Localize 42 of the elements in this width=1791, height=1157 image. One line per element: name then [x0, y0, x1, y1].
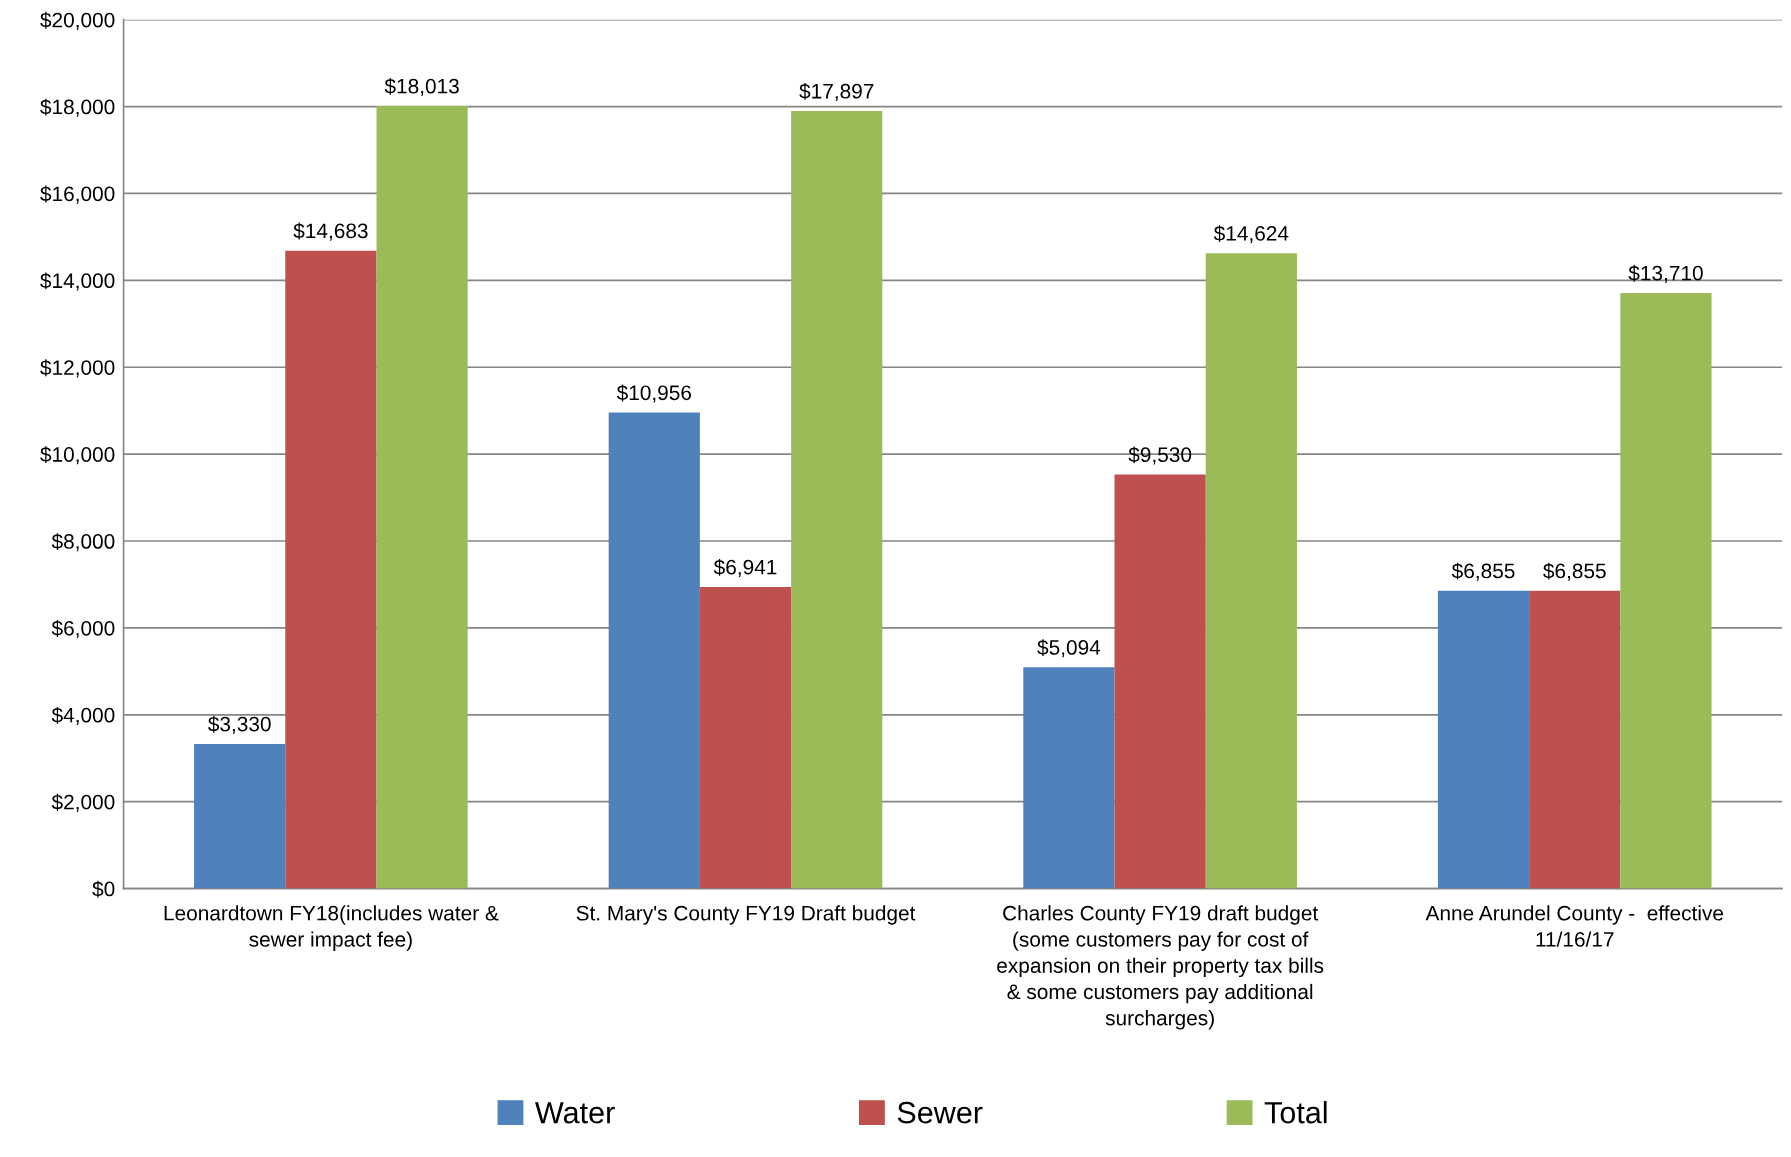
bar [194, 743, 286, 889]
legend-label: Sewer [897, 1101, 983, 1124]
x-tick-label: St. Mary's County FY19 Draft budget [576, 905, 916, 925]
bar [791, 111, 883, 889]
data-label: $6,855 [1451, 562, 1515, 581]
y-tick-label: $12,000 [40, 359, 115, 378]
legend-label: Water [535, 1102, 615, 1124]
y-tick-label: $2,000 [51, 793, 115, 812]
bar [1023, 667, 1115, 889]
data-label: $13,710 [1628, 264, 1703, 283]
bar [1437, 590, 1530, 889]
bar [608, 412, 700, 889]
y-tick-label: $0 [92, 880, 115, 898]
bar [376, 105, 468, 889]
data-label: $5,094 [1037, 639, 1101, 658]
y-tick-label: $16,000 [40, 185, 115, 204]
data-label: $14,624 [1213, 225, 1289, 244]
x-tick-label: Anne Arundel County - effective 11/16/17 [1425, 905, 1724, 947]
bar [1114, 474, 1206, 889]
bar [1620, 292, 1712, 889]
bar [1529, 590, 1621, 889]
data-label: $10,956 [616, 384, 692, 403]
y-tick-label: $8,000 [51, 533, 115, 552]
bar [1205, 253, 1297, 889]
data-label: $6,855 [1543, 562, 1606, 581]
legend-label: Total [1264, 1101, 1327, 1124]
bar [285, 250, 377, 889]
y-tick-label: $4,000 [51, 706, 115, 726]
y-tick-label: $6,000 [51, 620, 115, 639]
y-tick-label: $10,000 [40, 446, 115, 465]
data-label: $9,530 [1128, 446, 1192, 465]
x-tick-label: Charles County FY19 draft budget (some customers pay for cost of expansion on their property tax bills & some customers pay additional surcharges) [997, 905, 1324, 1030]
y-tick-label: $18,000 [40, 98, 115, 117]
x-tick-label: Leonardtown FY18(includes water & sewer impact fee) [164, 905, 499, 951]
y-tick-label: $14,000 [40, 272, 115, 291]
data-label: $6,941 [713, 558, 777, 578]
y-tick-label: $20,000 [40, 11, 115, 30]
data-label: $18,013 [384, 77, 459, 96]
data-label: $3,330 [208, 715, 271, 734]
data-label: $17,897 [799, 82, 874, 102]
data-label: $14,683 [293, 222, 368, 241]
bar [699, 587, 792, 889]
